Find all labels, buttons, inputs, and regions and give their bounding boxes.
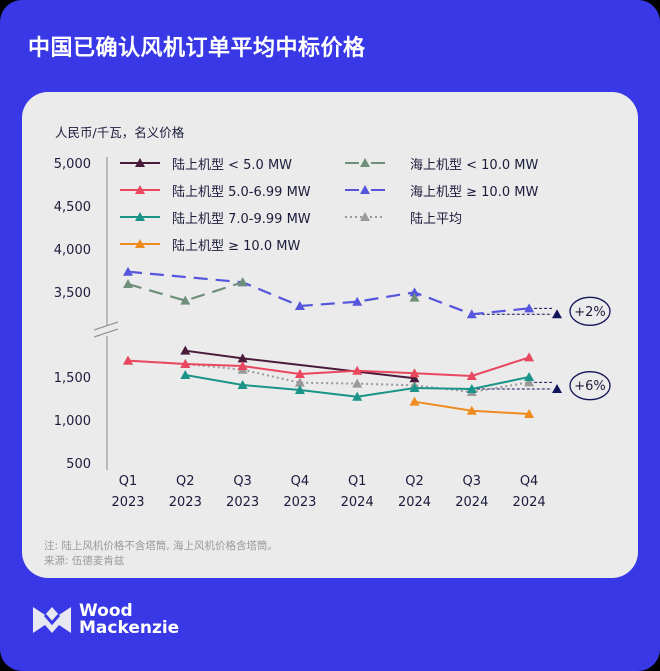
x-tick-label: 2023 xyxy=(283,495,316,510)
legend-swatch-marker xyxy=(135,158,145,167)
x-tick-label: Q1 xyxy=(348,474,367,489)
data-point xyxy=(237,353,248,363)
legend-item-label: 陆上平均 xyxy=(410,212,463,227)
source-note: 来源: 伍德麦肯兹 xyxy=(44,555,125,567)
y-tick-label: 5,000 xyxy=(54,157,91,172)
annotation-marker xyxy=(552,309,562,319)
data-point xyxy=(352,378,363,388)
data-point xyxy=(524,377,535,387)
legend-swatch-marker xyxy=(135,239,145,248)
data-point xyxy=(294,377,305,387)
wood-mackenzie-logo: Wood Mackenzie xyxy=(33,603,179,637)
data-point xyxy=(409,396,420,406)
x-tick-label: 2024 xyxy=(398,495,431,510)
legend-item-label: 海上机型 ≥ 10.0 MW xyxy=(410,185,539,200)
legend-item-label: 陆上机型 ≥ 10.0 MW xyxy=(172,239,301,254)
data-point xyxy=(524,408,535,418)
legend-item-label: 陆上机型 5.0-6.99 MW xyxy=(172,185,311,200)
footnote: 注: 陆上风机价格不含塔筒, 海上风机价格含塔筒。 xyxy=(44,540,279,552)
legend-item-label: 陆上机型 < 5.0 MW xyxy=(172,158,293,173)
x-tick-label: 2023 xyxy=(226,495,259,510)
series-line xyxy=(127,281,243,302)
data-point xyxy=(409,292,420,302)
data-point xyxy=(180,359,191,369)
x-tick-label: Q4 xyxy=(520,474,539,489)
x-tick-label: Q3 xyxy=(463,474,482,489)
data-point xyxy=(294,384,305,394)
data-point xyxy=(466,384,477,394)
y-tick-label: 4,000 xyxy=(54,243,91,258)
legend-swatch-marker xyxy=(135,185,145,194)
y-tick-label: 1,000 xyxy=(54,414,91,429)
data-point xyxy=(352,365,363,375)
annotation-label: +6% xyxy=(574,379,606,394)
annotation-badge xyxy=(569,296,611,326)
data-point xyxy=(237,277,248,287)
annotation-label: +2% xyxy=(574,305,606,320)
data-point xyxy=(524,352,535,362)
legend-swatch-marker xyxy=(360,158,370,167)
x-tick-label: Q1 xyxy=(119,474,138,489)
data-point xyxy=(352,296,363,306)
x-tick-label: 2023 xyxy=(169,495,202,510)
x-tick-label: Q2 xyxy=(405,474,424,489)
y-axis-label: 人民币/千瓦，名义价格 xyxy=(55,125,185,140)
axis-break-mark xyxy=(93,321,119,338)
logo-word-1: Wood xyxy=(79,601,133,621)
data-point xyxy=(524,303,535,313)
data-point xyxy=(237,379,248,389)
legend-swatch-marker xyxy=(360,185,370,194)
wm-logo-icon xyxy=(33,607,71,633)
data-point xyxy=(409,373,420,383)
data-point xyxy=(180,295,191,305)
y-tick-label: 4,500 xyxy=(54,200,91,215)
data-point xyxy=(294,368,305,378)
x-tick-label: 2024 xyxy=(513,495,546,510)
data-point xyxy=(123,355,133,365)
y-tick-label: 500 xyxy=(66,457,91,472)
x-tick-label: 2024 xyxy=(455,495,488,510)
data-point xyxy=(123,266,133,276)
x-tick-label: 2023 xyxy=(111,495,144,510)
data-point xyxy=(409,368,420,378)
series-line xyxy=(127,270,530,316)
annotation-marker xyxy=(552,384,562,394)
page-title: 中国已确认风机订单平均中标价格 xyxy=(28,36,366,61)
data-point xyxy=(352,391,363,401)
data-point xyxy=(123,279,133,289)
y-tick-label: 1,500 xyxy=(54,371,91,386)
y-tick-label: 3,500 xyxy=(54,286,91,301)
legend-swatch-marker xyxy=(135,212,145,221)
chart-card xyxy=(22,92,638,578)
data-point xyxy=(409,383,420,393)
logo-word-2: Mackenzie xyxy=(79,618,180,638)
data-point xyxy=(237,360,248,370)
series-line xyxy=(127,356,530,377)
x-tick-label: Q3 xyxy=(233,474,252,489)
data-point xyxy=(294,301,305,311)
data-point xyxy=(466,309,477,319)
legend-item-label: 海上机型 < 10.0 MW xyxy=(410,158,539,173)
legend-item-label: 陆上机型 7.0-9.99 MW xyxy=(172,212,311,227)
x-tick-label: Q4 xyxy=(291,474,310,489)
annotation-badge xyxy=(569,371,611,401)
data-point xyxy=(466,370,477,380)
data-point xyxy=(409,287,420,297)
data-point xyxy=(466,405,477,415)
data-point xyxy=(180,370,191,380)
x-tick-label: Q2 xyxy=(176,474,195,489)
x-tick-label: 2024 xyxy=(341,495,374,510)
data-point xyxy=(524,372,535,381)
legend-swatch-marker xyxy=(360,212,370,221)
data-point xyxy=(180,345,191,355)
